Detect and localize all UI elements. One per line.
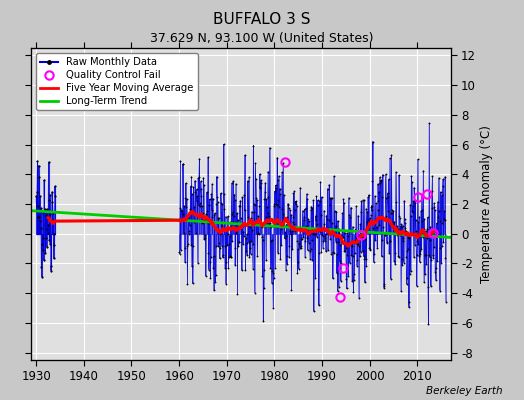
Y-axis label: Temperature Anomaly (°C): Temperature Anomaly (°C): [480, 125, 493, 283]
Text: Berkeley Earth: Berkeley Earth: [427, 386, 503, 396]
Text: 37.629 N, 93.100 W (United States): 37.629 N, 93.100 W (United States): [150, 32, 374, 45]
Text: BUFFALO 3 S: BUFFALO 3 S: [213, 12, 311, 27]
Legend: Raw Monthly Data, Quality Control Fail, Five Year Moving Average, Long-Term Tren: Raw Monthly Data, Quality Control Fail, …: [37, 53, 198, 110]
